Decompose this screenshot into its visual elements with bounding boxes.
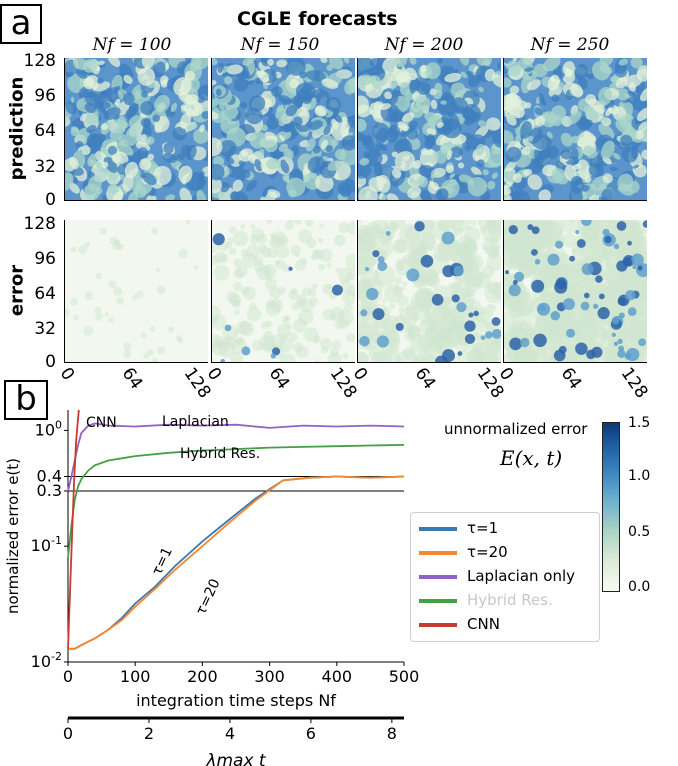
colorbar-sublabel: E(x, t) xyxy=(500,446,563,470)
legend-item-hybrid: Hybrid Res. xyxy=(419,591,553,609)
legend-swatch-tau1 xyxy=(419,526,457,531)
series-hybrid-line xyxy=(67,444,405,558)
column-label-150: Nf = 150 xyxy=(240,35,320,55)
secondary-tick-label: 6 xyxy=(306,724,316,743)
err-ytick-96: 96 xyxy=(34,249,56,269)
xtick-c2-0: 0 xyxy=(348,364,372,385)
prediction-tile-100 xyxy=(64,58,208,201)
x-tick-label: 0 xyxy=(63,667,73,686)
legend: τ=1 τ=20 Laplacian only Hybrid Res. CNN xyxy=(410,512,600,642)
legend-item-laplacian: Laplacian only xyxy=(419,567,575,585)
column-label-100: Nf = 100 xyxy=(92,35,172,55)
err-ytick-0: 0 xyxy=(45,352,56,372)
colorbar-tick-1.5: 1.5 xyxy=(628,415,651,431)
x-axis-label: integration time steps Nf xyxy=(136,691,336,710)
secondary-tick-label: 2 xyxy=(144,724,154,743)
pred-ytick-128: 128 xyxy=(23,51,56,71)
column-label-250: Nf = 250 xyxy=(530,35,610,55)
legend-item-tau20: τ=20 xyxy=(419,543,508,561)
legend-label-tau20: τ=20 xyxy=(467,543,508,561)
figure-title: CGLE forecasts xyxy=(237,8,398,30)
series-cnn-line xyxy=(67,409,80,649)
legend-item-cnn: CNN xyxy=(419,615,500,633)
secondary-x-axis-label: λmax t xyxy=(205,751,267,766)
error-tile-250 xyxy=(503,220,647,363)
pred-ytick-0: 0 xyxy=(45,190,56,210)
colorbar-tick-0.0: 0.0 xyxy=(628,579,651,595)
pred-ytick-96: 96 xyxy=(34,86,56,106)
series-laplacian-line xyxy=(67,422,405,492)
xtick-c3-128: 128 xyxy=(616,364,652,403)
pred-ytick-64: 64 xyxy=(34,121,56,141)
panel-b-tag: b xyxy=(4,380,48,420)
y-axis-label: normalized error e(t) xyxy=(4,458,22,614)
xtick-c1-0: 0 xyxy=(202,364,226,385)
x-tick-label: 500 xyxy=(389,667,420,686)
legend-swatch-hybrid xyxy=(419,598,457,603)
colorbar-tick-1.0: 1.0 xyxy=(628,468,651,484)
secondary-tick-label: 8 xyxy=(387,724,397,743)
err-ytick-64: 64 xyxy=(34,284,56,304)
legend-label-cnn: CNN xyxy=(467,615,500,633)
x-tick-label: 300 xyxy=(254,667,285,686)
err-ytick-128: 128 xyxy=(23,214,56,234)
legend-label-laplacian: Laplacian only xyxy=(467,567,576,585)
err-ytick-32: 32 xyxy=(34,319,56,339)
panel-a-tag: a xyxy=(0,4,42,44)
y-tick-label: 10-1 xyxy=(31,534,62,555)
secondary-tick-label: 0 xyxy=(63,724,73,743)
column-label-200: Nf = 200 xyxy=(384,35,464,55)
xtick-c0-0: 0 xyxy=(55,364,79,385)
x-tick-label: 100 xyxy=(120,667,151,686)
xtick-c0-64: 64 xyxy=(117,364,147,394)
x-tick-label: 400 xyxy=(322,667,353,686)
xtick-c3-64: 64 xyxy=(556,364,586,394)
legend-label-hybrid: Hybrid Res. xyxy=(467,591,553,609)
prediction-tile-150 xyxy=(211,58,355,201)
x-tick-label: 200 xyxy=(187,667,218,686)
plot-area xyxy=(68,410,404,662)
legend-label-tau1: τ=1 xyxy=(467,519,499,537)
y-tick-label: 0.4 xyxy=(37,466,62,485)
xtick-c3-0: 0 xyxy=(494,364,518,385)
colorbar-label: unnormalized error xyxy=(444,420,588,438)
error-tile-100 xyxy=(64,220,208,363)
annotation-laplacian: Laplacian xyxy=(162,414,229,430)
error-tile-200 xyxy=(357,220,501,363)
y-tick-label: 0.3 xyxy=(37,481,62,500)
series-tau20-line xyxy=(68,475,405,650)
colorbar xyxy=(602,422,620,592)
legend-item-tau1: τ=1 xyxy=(419,519,498,537)
pred-ytick-32: 32 xyxy=(34,157,56,177)
annotation-hybrid: Hybrid Res. xyxy=(180,446,260,462)
legend-swatch-tau20 xyxy=(419,550,457,555)
y-tick-label: 10-2 xyxy=(31,650,62,671)
legend-swatch-laplacian xyxy=(419,574,457,579)
y-tick-label: 100 xyxy=(35,418,62,439)
secondary-tick-label: 4 xyxy=(225,724,235,743)
annotation-cnn: CNN xyxy=(86,415,117,431)
prediction-tile-250 xyxy=(503,58,647,201)
error-tile-150 xyxy=(211,220,355,363)
xtick-c2-64: 64 xyxy=(410,364,440,394)
prediction-tile-200 xyxy=(357,58,501,201)
legend-swatch-cnn xyxy=(419,622,457,627)
colorbar-tick-0.5: 0.5 xyxy=(628,524,651,540)
xtick-c1-64: 64 xyxy=(264,364,294,394)
